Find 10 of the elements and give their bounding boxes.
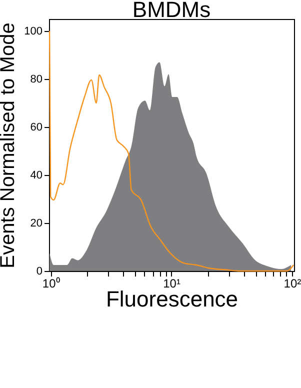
x-tick-label: 10² bbox=[284, 276, 301, 290]
y-tick-label: 100 bbox=[24, 26, 42, 38]
y-axis-title: Events Normalised to Mode bbox=[0, 22, 20, 268]
y-tick-label: 20 bbox=[30, 218, 42, 230]
y-tick-label: 0 bbox=[36, 266, 42, 278]
y-tick-label: 80 bbox=[30, 74, 42, 86]
chart-title: BMDMs bbox=[132, 0, 211, 22]
y-tick-label: 60 bbox=[30, 122, 42, 134]
y-tick-label: 40 bbox=[30, 170, 42, 182]
x-tick-label: 10⁰ bbox=[42, 276, 60, 290]
